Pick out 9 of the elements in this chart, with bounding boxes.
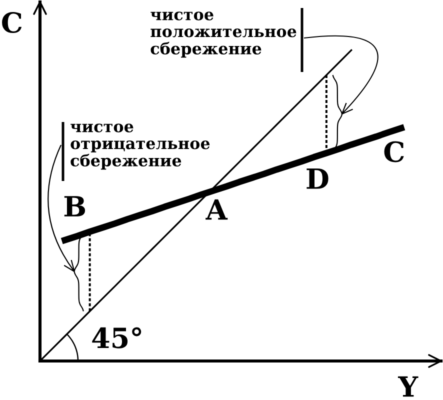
- annotation: A: [206, 199, 228, 220]
- annotation: 45°: [92, 327, 142, 348]
- legend-label: C: [384, 141, 404, 162]
- annotation: B: [64, 196, 86, 216]
- x-axis-title: Y: [398, 376, 418, 397]
- y-axis-title: C: [2, 12, 22, 34]
- annotation: D: [306, 168, 328, 189]
- annotation: чистое положительное сбережение: [150, 12, 296, 58]
- annotation: чистое отрицательное сбережение: [70, 124, 210, 170]
